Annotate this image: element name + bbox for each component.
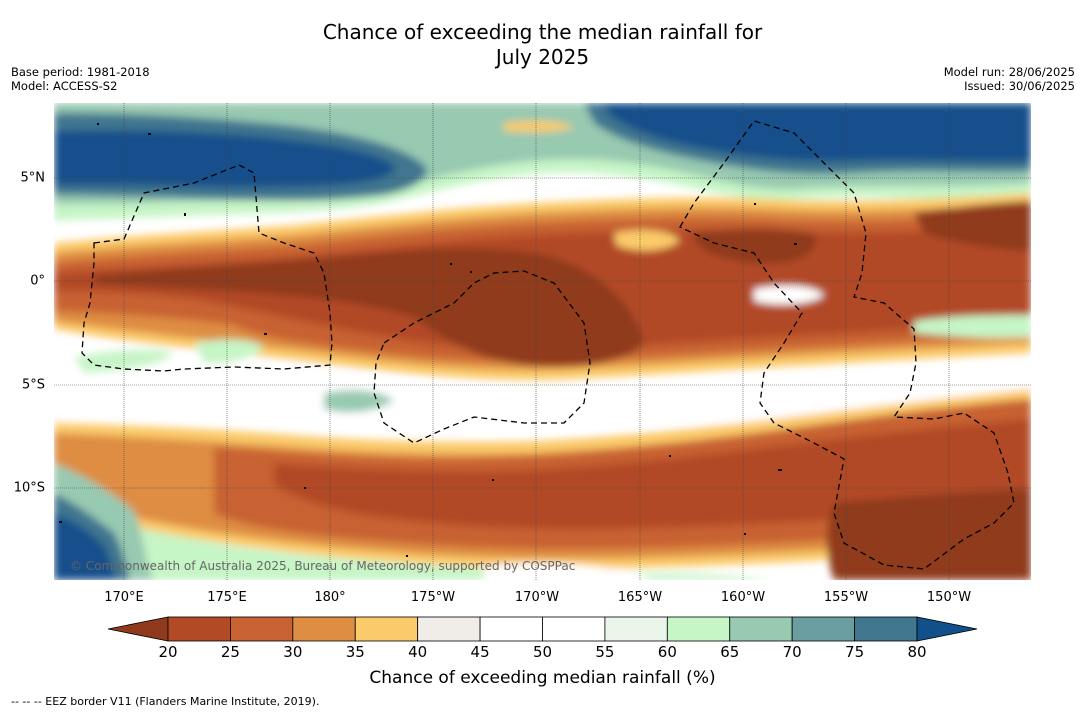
lon-label-165w: 165°W <box>617 590 663 605</box>
colorbar-tick-label: 75 <box>845 643 865 661</box>
lat-label-5n: 5°N <box>20 170 46 186</box>
lon-label-155w: 155°W <box>823 590 869 605</box>
colorbar-segment <box>729 616 793 642</box>
lon-label-160w: 160°W <box>720 590 766 605</box>
colorbar-high-extend <box>916 616 978 642</box>
lat-label-10s: 10°S <box>13 480 45 496</box>
colorbar-tick-label: 65 <box>720 643 740 661</box>
lon-label-170w: 170°W <box>514 590 560 605</box>
lat-label-0: 0° <box>30 273 45 289</box>
colorbar-segment <box>167 616 231 642</box>
colorbar-tick-label: 70 <box>782 643 802 661</box>
colorbar-tick-label: 40 <box>408 643 428 661</box>
colorbar-tick-label: 80 <box>907 643 927 661</box>
colorbar-segment <box>230 616 294 642</box>
title-line-1: Chance of exceeding the median rainfall … <box>322 20 763 44</box>
copyright-credit: © Commonwealth of Australia 2025, Bureau… <box>70 559 576 573</box>
colorbar-tick-label: 20 <box>158 643 178 661</box>
lon-label-175w: 175°W <box>410 590 456 605</box>
colorbar-low-extend <box>107 616 169 642</box>
issued-date: Issued: 30/06/2025 <box>964 79 1075 93</box>
eez-footnote: -- -- -- EEZ border V11 (Flanders Marine… <box>11 695 320 708</box>
title-line-2: July 2025 <box>495 45 590 69</box>
colorbar-tick-label: 55 <box>595 643 615 661</box>
colorbar-title: Chance of exceeding median rainfall (%) <box>369 668 716 688</box>
map-canvas <box>54 103 1031 580</box>
base-period: Base period: 1981-2018 <box>11 65 150 79</box>
meta-left: Base period: 1981-2018 Model: ACCESS-S2 <box>11 65 150 93</box>
colorbar-segment <box>666 616 731 642</box>
lon-label-180: 180° <box>314 590 346 605</box>
colorbar-tick-label: 35 <box>345 643 365 661</box>
lon-label-170e: 170°E <box>104 590 144 605</box>
colorbar-tick-label: 30 <box>283 643 303 661</box>
eez-borders <box>81 120 1015 570</box>
colorbar-segment <box>354 616 419 642</box>
graticule <box>54 103 1031 580</box>
rainfall-map <box>54 103 1031 580</box>
lon-label-150w: 150°W <box>926 590 972 605</box>
colorbar-segment <box>542 616 606 642</box>
colorbar-segment <box>417 616 481 642</box>
colorbar-segment <box>854 616 918 642</box>
lat-label-5s: 5°S <box>21 377 45 393</box>
model-name: Model: ACCESS-S2 <box>11 79 118 93</box>
colorbar-tick-label: 45 <box>470 643 490 661</box>
colorbar-segment <box>604 616 668 642</box>
colorbar <box>107 616 978 642</box>
colorbar-tick-label: 25 <box>220 643 240 661</box>
colorbar-segment <box>791 616 855 642</box>
colorbar-segment <box>292 616 356 642</box>
lon-label-175e: 175°E <box>207 590 247 605</box>
colorbar-tick-label: 60 <box>657 643 677 661</box>
model-run: Model run: 28/06/2025 <box>943 65 1075 79</box>
meta-right: Model run: 28/06/2025 Issued: 30/06/2025 <box>944 65 1075 93</box>
chart-title: Chance of exceeding the median rainfall … <box>0 20 1085 70</box>
islands <box>59 123 797 557</box>
colorbar-tick-label: 50 <box>532 643 553 661</box>
colorbar-segment <box>479 616 543 642</box>
